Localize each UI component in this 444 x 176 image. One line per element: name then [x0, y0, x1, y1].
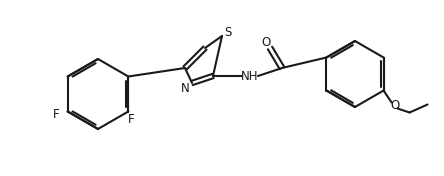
Text: F: F	[128, 113, 135, 126]
Text: O: O	[262, 36, 271, 49]
Text: O: O	[390, 99, 399, 112]
Text: N: N	[181, 81, 190, 95]
Text: F: F	[52, 108, 59, 121]
Text: NH: NH	[241, 70, 259, 83]
Text: S: S	[224, 26, 232, 39]
